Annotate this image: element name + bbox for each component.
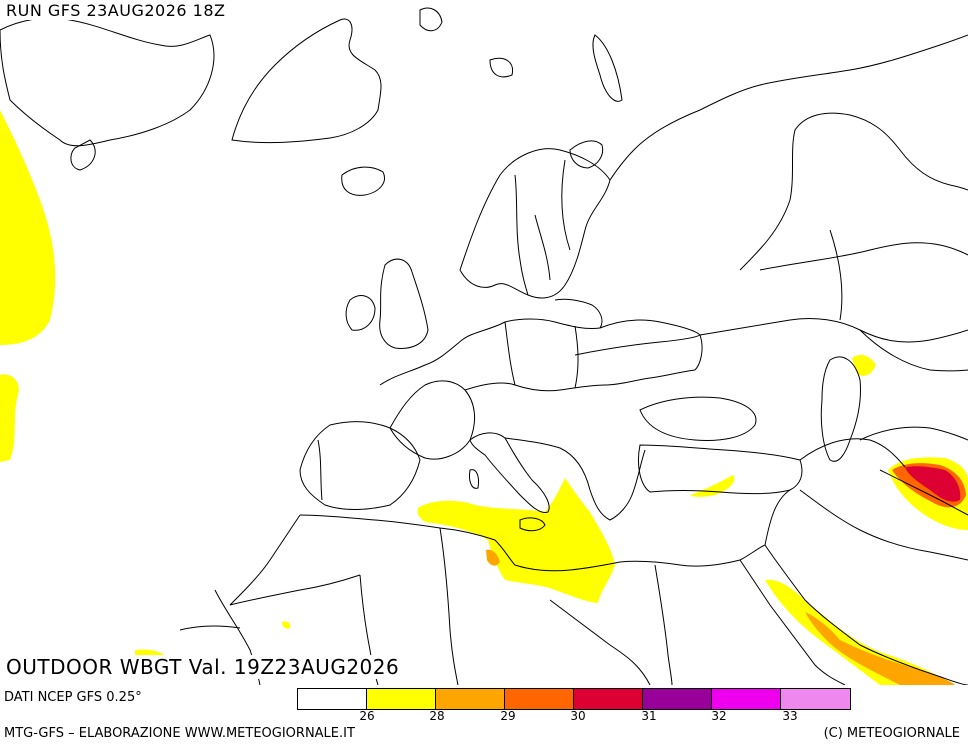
sweden-norway-border	[514, 174, 529, 296]
western-sahara	[179, 625, 241, 631]
credit-right: (C) METEOGIORNALE	[823, 726, 960, 741]
red-sea-west	[739, 559, 846, 685]
legend-swatch-1	[367, 689, 436, 709]
legend-tick-label: 31	[641, 709, 657, 723]
morocco-outline	[229, 514, 301, 606]
russia-west-border	[599, 319, 703, 371]
data-source-label: DATI NCEP GFS 0.25°	[4, 690, 142, 705]
turkey-outline	[637, 444, 803, 495]
russia-north-lines	[739, 112, 968, 271]
great-britain-outline	[379, 258, 429, 349]
legend-swatch-2	[436, 689, 505, 709]
ural-line	[829, 229, 843, 321]
europe-west-coast	[379, 318, 601, 386]
balkans-outline	[504, 437, 646, 521]
credit-left: MTG-GFS – ELABORAZIONE WWW.METEOGIORNALE…	[4, 726, 355, 741]
novaya-zemlya	[592, 34, 623, 102]
svalbard-outline	[419, 7, 443, 32]
africa-border-4	[549, 599, 651, 685]
ireland-outline	[345, 295, 376, 331]
legend-tick-label: 32	[711, 709, 727, 723]
wbgt-shading	[0, 110, 968, 685]
poland-east	[574, 325, 579, 389]
legend-tick-label: 26	[359, 709, 375, 723]
color-legend	[297, 688, 851, 710]
sardinia	[469, 469, 479, 489]
baltic-sea	[534, 214, 551, 281]
russia-kazakhstan	[699, 317, 968, 343]
finland-border	[561, 159, 571, 251]
africa-border-5	[654, 564, 673, 685]
wbgt-area-west-atlantic	[0, 110, 56, 345]
legend-swatch-4	[574, 689, 643, 709]
wbgt-area-caspian	[852, 354, 876, 376]
weather-map	[0, 7, 968, 685]
iceland-outline	[341, 166, 385, 196]
central-europe-borders	[464, 369, 696, 392]
wbgt-area-africa-dot	[282, 621, 291, 629]
belarus-ukraine	[574, 334, 701, 356]
canada-arctic	[0, 17, 215, 147]
legend-ticks: 26 28 29 30 31 32 33	[297, 709, 861, 725]
iran-border	[799, 438, 906, 468]
greenland-outline	[231, 18, 382, 144]
black-sea	[639, 396, 757, 441]
legend-tick-label: 30	[570, 709, 586, 723]
scandinavia-outline	[459, 148, 611, 299]
persian-gulf-coast	[879, 469, 968, 516]
russia-interior	[759, 242, 968, 271]
germany-poland	[504, 321, 516, 386]
north-africa-coast	[299, 514, 766, 572]
wbgt-area-red-sea-orange	[805, 612, 955, 685]
spain-portugal-border	[317, 439, 323, 501]
africa-border-1	[229, 574, 361, 606]
sicily	[519, 517, 546, 532]
france-outline	[389, 380, 476, 460]
legend-tick-label: 29	[500, 709, 516, 723]
legend-tick-label: 33	[782, 709, 798, 723]
levant	[764, 489, 791, 546]
footer-bar: DATI NCEP GFS 0.25° 26 28 29 30 31 32 33…	[0, 685, 968, 745]
arctic-russia-coast	[609, 34, 968, 181]
legend-swatch-3	[505, 689, 574, 709]
africa-border-3	[439, 527, 459, 685]
caspian-sea	[820, 356, 861, 462]
legend-swatch-6	[712, 689, 781, 709]
kazakhstan-south	[859, 329, 968, 372]
wbgt-area-west-atlantic-lower	[0, 374, 19, 462]
franz-josef	[489, 57, 514, 78]
legend-tick-label: 28	[429, 709, 445, 723]
central-asia	[859, 426, 968, 441]
legend-swatch-5	[643, 689, 712, 709]
legend-swatch-7	[781, 689, 850, 709]
wbgt-area-central-med	[417, 478, 615, 603]
iberia-outline	[299, 421, 421, 511]
baltic-states	[554, 298, 603, 329]
wbgt-area-east-med	[690, 475, 735, 497]
legend-swatch-0	[298, 689, 367, 709]
wbgt-area-tunisia-orange	[486, 549, 500, 566]
canada-islands-2	[70, 139, 96, 171]
run-title: RUN GFS 23AUG2026 18Z	[4, 1, 228, 20]
arabia-interior	[799, 489, 968, 561]
validity-title: OUTDOOR WBGT Val. 19Z23AUG2026	[4, 655, 402, 679]
white-sea	[569, 140, 604, 169]
red-sea-east	[764, 544, 968, 685]
wbgt-area-gulf-red	[905, 466, 961, 502]
geography-lines	[0, 7, 968, 685]
